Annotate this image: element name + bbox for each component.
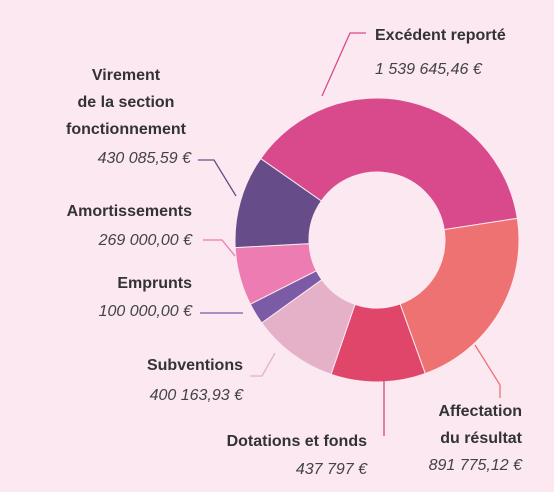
- donut-slice: [234, 157, 322, 249]
- donut-slice: [259, 97, 518, 231]
- category-label: Excédent reporté: [375, 27, 506, 44]
- leader-line: [321, 32, 366, 97]
- value-label: 100 000,00 €: [98, 303, 192, 320]
- category-label: Amortissements: [66, 203, 192, 220]
- leader-line: [250, 352, 276, 377]
- value-label: 1 539 645,46 €: [375, 61, 482, 78]
- donut-slice: [399, 217, 520, 375]
- value-label: 269 000,00 €: [98, 232, 192, 249]
- category-label: Virement de la section fonctionnement: [66, 67, 186, 138]
- leader-line: [474, 344, 501, 398]
- value-label: 430 085,59 €: [97, 150, 191, 167]
- leader-line: [198, 159, 237, 197]
- leader-line: [203, 239, 236, 257]
- category-label: Subventions: [146, 357, 243, 374]
- value-label: 400 163,93 €: [149, 387, 243, 404]
- value-label: 891 775,12 €: [428, 457, 522, 474]
- category-label: Affectation du résultat: [438, 403, 522, 447]
- category-label: Emprunts: [117, 275, 192, 292]
- category-label: Dotations et fonds: [226, 433, 367, 450]
- value-label: 437 797 €: [295, 461, 367, 478]
